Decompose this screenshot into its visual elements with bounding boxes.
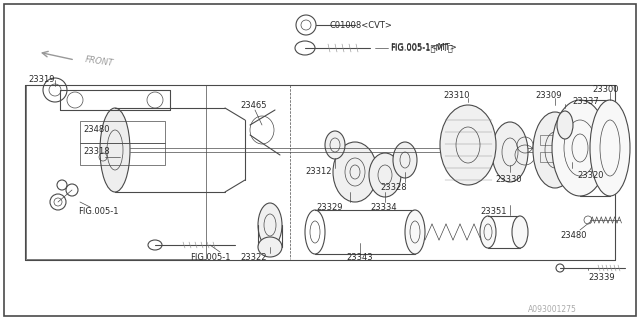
Text: 23339: 23339 [588,274,614,283]
Ellipse shape [440,105,496,185]
Text: 23334: 23334 [370,204,397,212]
Bar [26,85,206,259]
Ellipse shape [512,216,528,248]
Text: 23465: 23465 [240,100,266,109]
Ellipse shape [492,122,528,182]
Ellipse shape [480,216,496,248]
Ellipse shape [557,111,573,139]
Text: 23309: 23309 [535,91,561,100]
Text: FRONT: FRONT [85,56,115,68]
Text: C01008<CVT>: C01008<CVT> [330,20,393,29]
Text: 23330: 23330 [495,175,522,185]
Text: 23343: 23343 [347,253,373,262]
Text: 23310: 23310 [443,91,470,100]
Text: FIG.005-1〈MT〉: FIG.005-1〈MT〉 [390,44,452,52]
Ellipse shape [405,210,425,254]
Ellipse shape [325,131,345,159]
Text: 23351: 23351 [480,207,506,217]
Bar [80,143,165,165]
Ellipse shape [552,100,608,196]
Bar [540,152,554,162]
Ellipse shape [393,142,417,178]
Text: FIG.005-1: FIG.005-1 [190,253,230,262]
Ellipse shape [258,203,282,247]
Text: A093001275: A093001275 [528,306,577,315]
Text: 23312: 23312 [305,167,332,177]
Ellipse shape [562,128,582,172]
Text: 23337: 23337 [572,98,599,107]
Ellipse shape [333,142,377,202]
Text: FIG.005-1<MT>: FIG.005-1<MT> [390,44,457,52]
Ellipse shape [590,100,630,196]
Text: 23328: 23328 [380,182,406,191]
Text: 23480: 23480 [83,125,109,134]
Ellipse shape [258,237,282,257]
Text: 23320: 23320 [577,171,604,180]
Ellipse shape [369,153,401,197]
Text: 23300: 23300 [592,85,618,94]
Text: 23319: 23319 [28,76,54,84]
Text: 23329: 23329 [316,204,342,212]
Ellipse shape [533,112,577,188]
Text: 23318: 23318 [83,148,109,156]
Ellipse shape [100,108,130,192]
Text: FIG.005-1: FIG.005-1 [78,207,118,217]
Bar [540,135,554,145]
Text: 23322: 23322 [240,253,266,262]
Text: 23480: 23480 [560,230,586,239]
Bar [80,121,165,143]
